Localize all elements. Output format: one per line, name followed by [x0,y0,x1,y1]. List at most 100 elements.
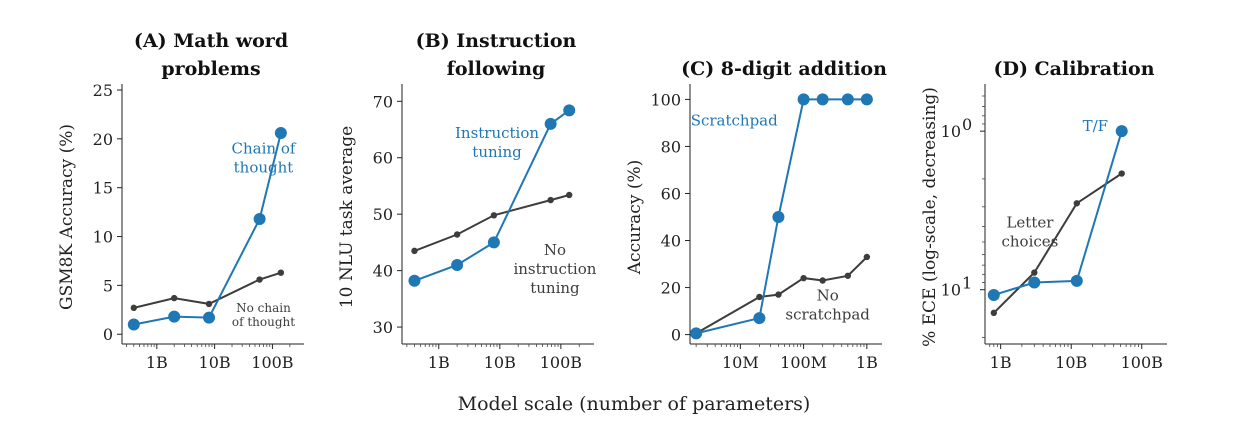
panel-c-y-tick-label: 100 [650,90,681,109]
panel-c-point-scratchpad [772,211,785,223]
panel-c: (C) 8-digit addition 10M 100M 1B 0 20 40 60 80 10… [625,58,887,372]
panel-a-annotation-line: of thought [232,315,295,329]
panel-a-y-axis-label: GSM8K Accuracy (%) [57,124,77,310]
panel-a-point-chain-of-thought [203,311,216,324]
panel-a-annotation: Chain of thought [232,140,297,177]
panel-c-y-tick-label: 80 [661,137,681,156]
panel-b-y-tick-label: 30 [373,318,393,337]
panel-b-point-no-instruction-tuning [566,191,573,199]
panel-d-title-line: (D) Calibration [993,58,1154,80]
figure-x-axis-label: Model scale (number of parameters) [458,393,811,415]
panel-a-point-chain-of-thought [274,126,287,139]
panel-a-y-tick-label: 25 [93,81,113,100]
panel-b-point-instruction-tuning [408,274,421,287]
panel-b-point-instruction-tuning [544,117,557,130]
panel-b-y-tick-label: 50 [373,205,393,224]
panel-a-y-tick-label: 15 [93,179,113,198]
panel-d-y-tick-label: 10 [941,281,961,300]
panel-d-x-tick-label: 100B [1121,353,1163,372]
panel-b-y-axis-label: 10 NLU task average [337,126,357,308]
panel-c-y-tick-label: 40 [661,232,681,251]
panel-b: (B) Instruction following 1B 10B 100B 30 40 50 6… [337,30,597,372]
panel-a-title-line: (A) Math word [134,30,288,52]
panel-c-point-scratchpad [841,93,854,106]
panel-a-annotation-line: No chain [236,301,291,315]
panel-d-point-letter-choices [1031,269,1038,276]
panel-b-point-instruction-tuning [487,236,500,249]
panel-b-point-no-instruction-tuning [547,196,554,204]
panel-a-annotation-line: thought [234,159,294,177]
panel-d-point-t-f [987,289,1000,302]
panel-b-title-line: (B) Instruction [416,30,577,52]
panel-c-annotation: Scratchpad [691,111,778,129]
panel-d-line-letter-choices [993,172,1123,314]
panel-c-annotation-line: No [817,286,839,304]
panel-a-y-tick-label: 5 [103,276,113,295]
panel-d-point-letter-choices [990,309,998,317]
panel-c-point-scratchpad [797,93,810,106]
panel-c-x-tick-label: 10M [722,353,759,372]
panel-a-point-no-chain-of-thought [277,269,285,276]
panel-c-point-no-scratchpad [756,293,763,301]
panel-c-point-scratchpad [690,327,703,340]
panel-a-point-chain-of-thought [127,318,140,331]
panel-b-x-tick-label: 1B [428,353,450,372]
panel-b-y-tick-label: 40 [373,262,393,281]
panel-b-annotation-line: No [544,241,566,259]
panel-c-point-scratchpad [816,93,829,106]
panel-b-point-instruction-tuning [451,258,464,271]
panel-a-x-tick-label: 100B [251,353,293,372]
panel-a-point-no-chain-of-thought [205,300,213,308]
panel-a-title-line: problems [161,58,260,80]
panel-a-point-chain-of-thought [168,310,181,323]
panel-a-x-tick-label: 10B [199,353,231,372]
panel-c-x-tick-label: 100M [780,353,827,372]
panel-a-point-no-chain-of-thought [171,294,178,302]
panel-a-y-tick-label: 10 [93,228,113,247]
panel-c-x-tick-label: 1B [856,353,878,372]
panel-b-point-no-instruction-tuning [490,212,498,219]
panel-d-line-t-f [993,130,1123,296]
panel-a-annotation: No chain of thought [232,301,295,329]
panel-c-point-no-scratchpad [844,272,852,279]
panel-b-x-tick-label: 10B [484,353,516,372]
panel-c-title-line: (C) 8-digit addition [681,58,887,80]
panel-b-annotation-line: Instruction [455,124,539,142]
panel-b-title-line: following [447,58,546,80]
panel-d-annotation: Letter choices [1001,213,1058,250]
panel-a-y-tick-label: 20 [93,130,113,149]
panel-d-annotation-line: choices [1001,232,1058,250]
panel-d-annotation-line: T/F [1083,117,1108,135]
panel-d-annotation-line: Letter [1006,213,1054,231]
panel-d-y-axis-label: % ECE (log-scale, decreasing) [920,87,940,347]
panel-d-x-tick-label: 10B [1055,353,1087,372]
panel-a-y-tick-label: 0 [103,325,113,344]
panel-b-annotation: No instruction tuning [513,241,596,297]
panel-c-annotation-line: Scratchpad [691,111,778,129]
panel-d-annotation: T/F [1083,117,1108,135]
panel-c-y-tick-label: 20 [661,279,681,298]
panel-d-point-t-f [1115,125,1128,138]
panel-a-point-no-chain-of-thought [256,276,263,283]
panel-b-annotation: Instruction tuning [455,124,539,161]
panel-a-annotation-line: Chain of [232,140,297,158]
panel-b-annotation-line: tuning [472,143,522,161]
panel-a: (A) Math word problems 1B 10B 100B 0 5 10 15 20 25… [57,30,304,372]
panel-a-point-chain-of-thought [253,212,266,225]
panel-d-point-letter-choices [1118,170,1125,177]
panel-c-y-tick-label: 0 [671,326,681,345]
panel-c-point-no-scratchpad [819,277,826,284]
panel-c-point-no-scratchpad [800,274,807,282]
panel-c-point-scratchpad [753,312,766,325]
panel-c-point-no-scratchpad [863,253,871,261]
panel-c-point-no-scratchpad [775,291,782,298]
panel-b-y-tick-label: 60 [373,149,393,168]
panel-c-annotation-line: scratchpad [785,305,870,323]
panel-d-y-tick-exponent: 1 [962,274,972,293]
panel-b-annotation-line: tuning [530,279,580,297]
panel-d-point-letter-choices [1073,200,1080,207]
panel-b-x-tick-label: 100B [540,353,582,372]
panel-d-x-tick-label: 1B [990,353,1012,372]
